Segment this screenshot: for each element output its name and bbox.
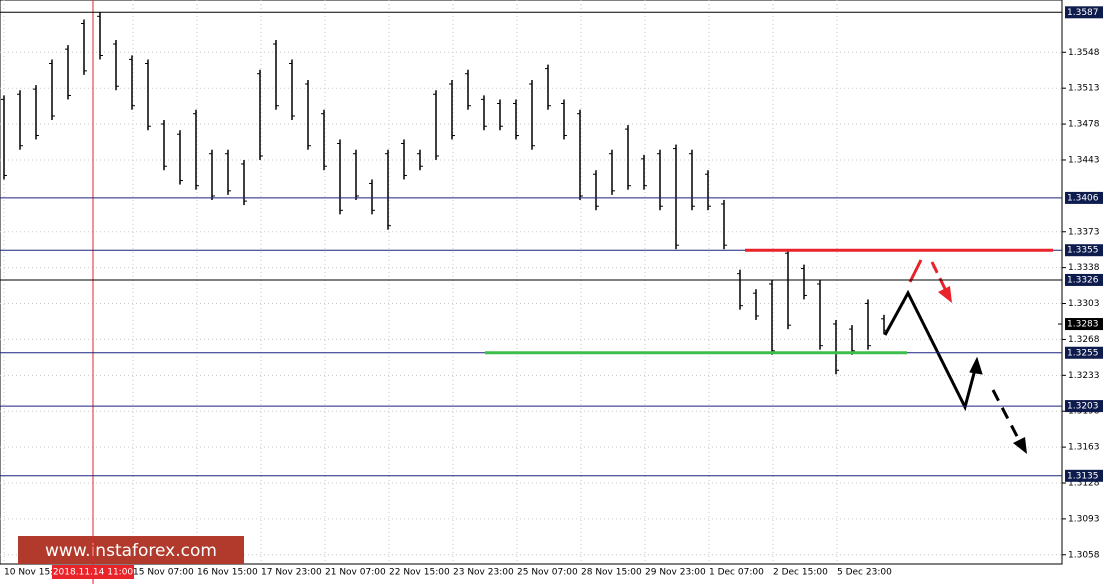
- y-tick-label: 1.3303: [1068, 299, 1100, 309]
- x-tick-label: 2 Dec 15:00: [773, 568, 828, 578]
- level-label-box: [1065, 244, 1103, 257]
- x-tick-label: 23 Nov 23:00: [453, 568, 514, 578]
- x-tick-label: 1 Dec 07:00: [709, 568, 764, 578]
- level-label: 1.3203: [1067, 402, 1099, 412]
- level-label-box: [1065, 469, 1103, 482]
- forecast: [883, 259, 1027, 454]
- watermark-box: [18, 536, 244, 564]
- level-label: 1.3406: [1067, 193, 1099, 203]
- y-tick-label: 1.3548: [1068, 48, 1100, 58]
- plot-frame: [0, 0, 1063, 565]
- forecast-black: [991, 389, 1022, 443]
- level-label: 1.3326: [1067, 275, 1099, 285]
- x-tick-label: 17 Nov 23:00: [261, 568, 322, 578]
- y-tick-label: 1.3093: [1068, 514, 1100, 524]
- y-tick-label: 1.3268: [1068, 335, 1100, 345]
- level-label-box: [1065, 273, 1103, 286]
- marker-label-box: [52, 565, 134, 579]
- x-tick-label: 16 Nov 15:00: [197, 568, 258, 578]
- arrow-head: [1013, 437, 1027, 454]
- y-tick-label: 1.3513: [1068, 84, 1100, 94]
- arrow-head: [938, 286, 952, 303]
- level-label-box: [1065, 346, 1103, 359]
- marker-label: 2018.11.14 11:00: [53, 568, 134, 578]
- y-tick-label: 1.3338: [1068, 263, 1100, 273]
- level-label: 1.3355: [1067, 246, 1099, 256]
- forecast-red: [908, 259, 923, 283]
- arrow-head: [969, 356, 983, 375]
- level-label: 1.3587: [1067, 8, 1099, 18]
- current-price-label: 1.3283: [1067, 320, 1099, 330]
- x-tick-label: 25 Nov 07:00: [517, 568, 578, 578]
- level-label-box: [1065, 191, 1103, 204]
- level-label-box: [1065, 6, 1103, 19]
- x-tick-label: 28 Nov 15:00: [581, 568, 642, 578]
- y-tick-label: 1.3478: [1068, 120, 1100, 130]
- level-label: 1.3255: [1067, 348, 1099, 358]
- x-tick-label: 5 Dec 23:00: [837, 568, 892, 578]
- y-tick-label: 1.3373: [1068, 227, 1100, 237]
- level-label-box: [1065, 400, 1103, 413]
- y-tick-label: 1.3058: [1068, 550, 1100, 560]
- y-tick-label: 1.3163: [1068, 443, 1100, 453]
- level-label: 1.3135: [1067, 471, 1099, 481]
- current-price-box: [1065, 318, 1103, 331]
- x-tick-label: 21 Nov 07:00: [325, 568, 386, 578]
- x-tick-label: 15 Nov 07:00: [133, 568, 194, 578]
- watermark: www.instaforex.com: [45, 541, 217, 561]
- y-tick-label: 1.3233: [1068, 371, 1100, 381]
- forecast-red: [930, 261, 949, 294]
- x-tick-label: 29 Nov 23:00: [645, 568, 706, 578]
- x-tick-label: 10 Nov 15:00: [4, 568, 65, 578]
- x-tick-label: 22 Nov 15:00: [389, 568, 450, 578]
- forecast-path: [883, 289, 979, 412]
- y-tick-label: 1.3128: [1068, 478, 1100, 488]
- y-tick-label: 1.3443: [1068, 155, 1100, 165]
